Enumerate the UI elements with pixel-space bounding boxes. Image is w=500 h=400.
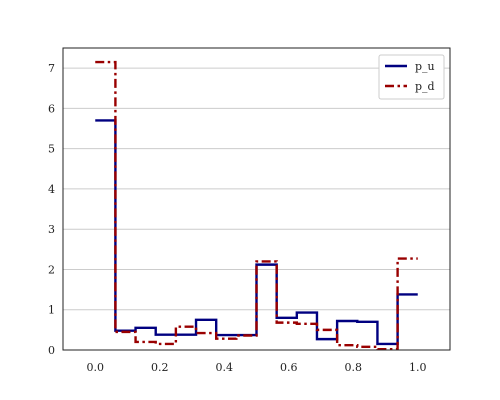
y-tick-label: 7 bbox=[48, 62, 55, 75]
x-tick-label: 0.6 bbox=[280, 361, 298, 374]
x-tick-label: 0.2 bbox=[151, 361, 169, 374]
series-line-p-d bbox=[95, 62, 418, 349]
legend: p_u p_d bbox=[379, 55, 444, 99]
x-tick-label: 0.8 bbox=[345, 361, 363, 374]
y-tick-label: 5 bbox=[48, 143, 55, 156]
x-tick-label: 0.4 bbox=[216, 361, 234, 374]
y-tick-label: 1 bbox=[48, 304, 55, 317]
legend-label-p-d: p_d bbox=[415, 80, 435, 93]
x-tick-label: 1.0 bbox=[409, 361, 427, 374]
legend-label-p-u: p_u bbox=[415, 60, 435, 73]
y-tick-label: 6 bbox=[48, 102, 55, 115]
y-tick-label: 0 bbox=[48, 344, 55, 357]
axis-ticks: 0 1 2 3 4 5 6 7 0.0 0.2 0.4 0.6 0.8 1.0 bbox=[48, 62, 427, 374]
x-tick-label: 0.0 bbox=[87, 361, 105, 374]
y-tick-label: 4 bbox=[48, 183, 55, 196]
series-layer bbox=[95, 62, 418, 349]
y-tick-label: 3 bbox=[48, 223, 55, 236]
y-tick-label: 2 bbox=[48, 263, 55, 276]
